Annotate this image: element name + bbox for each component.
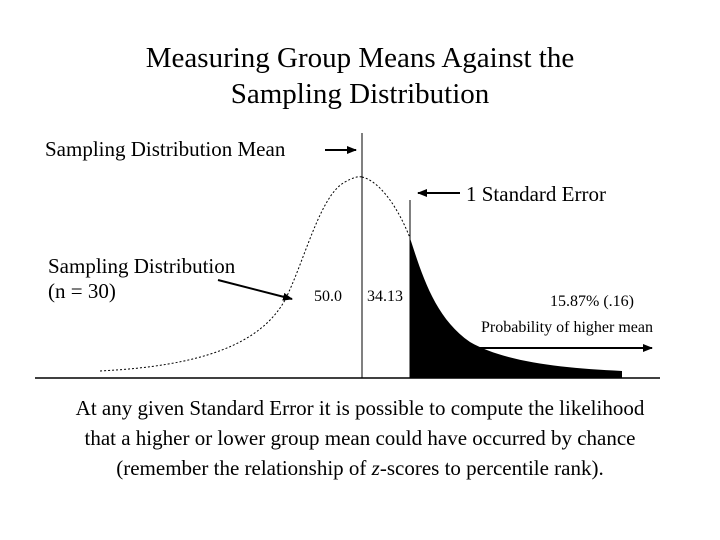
tail-percent-label: 15.87% (.16)	[550, 293, 634, 310]
sampling-mean-label: Sampling Distribution Mean	[45, 137, 286, 161]
sampling-distribution-label: Sampling Distribution (n = 30)	[48, 254, 235, 304]
title-line-2: Sampling Distribution	[230, 78, 490, 110]
caption-line-3-end: -scores to percentile rank).	[379, 456, 604, 480]
sampling-distribution-label-line-1: Sampling Distribution	[48, 254, 236, 278]
caption-line-2: that a higher or lower group mean could …	[84, 426, 636, 450]
bell-curve-left	[99, 176, 363, 372]
page-title: Measuring Group Means Against the Sampli…	[0, 40, 720, 112]
sampling-distribution-arrow	[217, 279, 293, 301]
standard-error-label: 1 Standard Error	[466, 182, 606, 206]
caption-line-3-start: (remember the relationship of	[116, 456, 372, 480]
se-percent-label: 34.13	[367, 288, 403, 305]
mean-value-label: 50.0	[314, 288, 342, 305]
caption: At any given Standard Error it is possib…	[20, 393, 700, 483]
caption-line-1: At any given Standard Error it is possib…	[75, 396, 645, 420]
caption-z-italic: z	[371, 456, 380, 480]
sampling-distribution-label-line-2: (n = 30)	[48, 279, 116, 303]
upper-tail-area	[410, 238, 622, 378]
caption-line-3: (remember the relationship of z-scores t…	[20, 453, 700, 483]
title-line-1: Measuring Group Means Against the	[145, 42, 575, 74]
bell-curve-right	[361, 176, 411, 239]
tail-probability-label: Probability of higher mean	[481, 319, 653, 336]
